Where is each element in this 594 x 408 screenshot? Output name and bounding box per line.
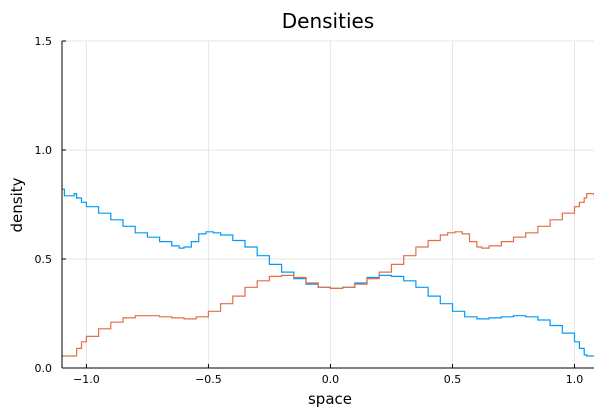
tick-labels: −1.0 −0.5 0.0 0.5 1.0 0.0 0.5 1.0 1.5 — [35, 35, 584, 386]
y-tick-label: 1.5 — [35, 35, 53, 48]
x-axis-label: space — [308, 390, 352, 408]
y-axis-label: density — [8, 177, 26, 232]
chart-title: Densities — [282, 9, 374, 33]
y-tick-label: 0.5 — [35, 253, 53, 266]
plot-series — [62, 188, 594, 357]
axes — [61, 40, 594, 369]
y-tick-label: 0.0 — [35, 362, 53, 375]
gridlines — [62, 40, 594, 369]
x-tick-label: 0.0 — [322, 373, 340, 386]
x-tick-label: −1.0 — [73, 373, 100, 386]
y-tick-label: 1.0 — [35, 144, 53, 157]
x-tick-label: −0.5 — [195, 373, 222, 386]
series-line-1 — [62, 188, 594, 357]
x-tick-label: 1.0 — [566, 373, 584, 386]
x-tick-label: 0.5 — [444, 373, 462, 386]
series-line-2 — [62, 193, 594, 357]
